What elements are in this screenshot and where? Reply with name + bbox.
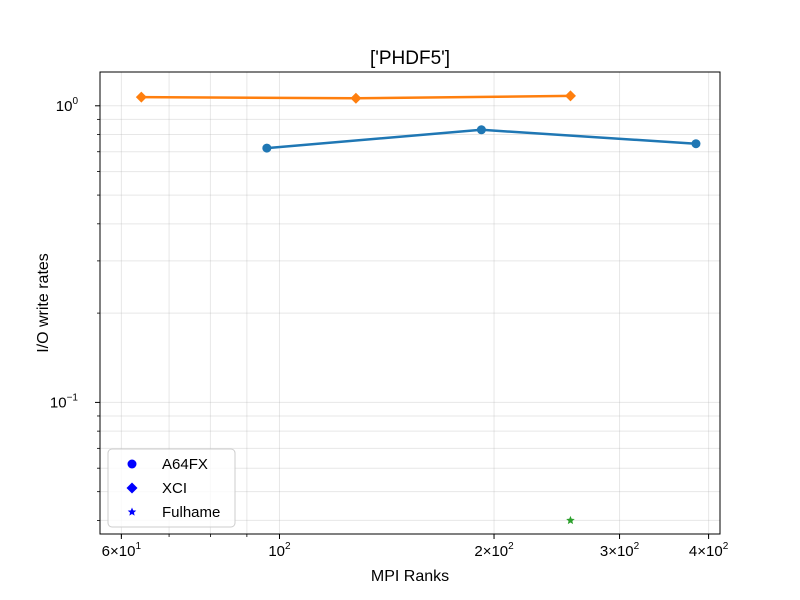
x-tick-label: 102 <box>268 541 291 560</box>
legend-box <box>107 448 236 528</box>
y-axis-label: I/O write rates <box>35 253 52 353</box>
legend-label: XCI <box>162 480 187 497</box>
series-layer <box>135 90 701 525</box>
x-tick-label: 3×102 <box>600 541 640 560</box>
data-point <box>691 139 701 149</box>
ticks: 6×101 102 2×102 3×102 4×102 100 10−1 <box>50 96 729 560</box>
data-point <box>135 91 147 103</box>
legend-entry: A64FX <box>127 456 208 473</box>
x-tick-label: 6×101 <box>102 541 142 560</box>
x-tick-label: 2×102 <box>474 541 514 560</box>
data-point <box>566 515 575 525</box>
data-point <box>564 90 576 102</box>
y-tick-label: 100 <box>56 96 79 115</box>
legend-entry: XCI <box>126 480 187 497</box>
y-tick-label: 10−1 <box>50 392 79 411</box>
legend-marker <box>127 507 137 516</box>
legend-label: Fulhame <box>162 504 220 521</box>
data-point <box>476 125 486 135</box>
series-a64fx <box>262 125 701 153</box>
plot-frame <box>99 71 721 535</box>
data-point <box>350 92 362 104</box>
legend: A64FX XCI Fulhame <box>107 448 236 528</box>
x-axis-label: MPI Ranks <box>371 568 449 585</box>
legend-label: A64FX <box>162 456 208 473</box>
series-xci <box>135 90 576 104</box>
series-fulhame <box>566 515 575 525</box>
x-tick-label: 4×102 <box>689 541 729 560</box>
legend-marker <box>126 482 138 494</box>
legend-marker <box>127 459 137 469</box>
legend-entry: Fulhame <box>127 504 220 521</box>
data-point <box>262 143 272 153</box>
chart-title: ['PHDF5'] <box>370 48 450 69</box>
